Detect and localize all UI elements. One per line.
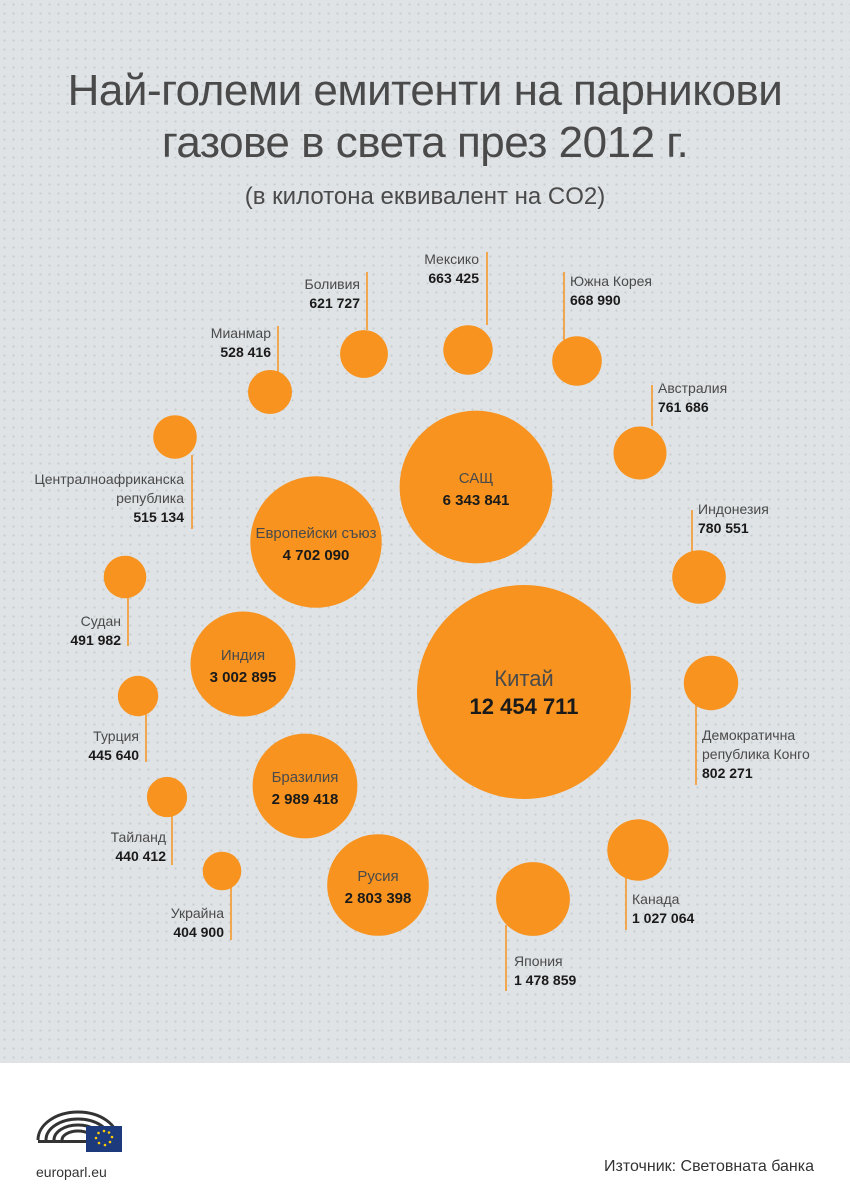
label-name-braziliya: Бразилия — [272, 769, 339, 786]
label-value-braziliya: 2 989 418 — [272, 791, 339, 808]
label-name-tayland: Тайланд — [111, 829, 166, 845]
label-name-avstraliya: Австралия — [658, 380, 727, 396]
chart-title-line-1: Най-големи емитенти на парникови — [67, 66, 783, 115]
label-value-turtsiya: 445 640 — [88, 747, 139, 763]
label-name-yaponiya: Япония — [514, 953, 563, 969]
label-name-turtsiya: Турция — [93, 728, 139, 744]
label-value-yaponiya: 1 478 859 — [514, 972, 576, 988]
bubble-meksiko — [443, 325, 493, 375]
label-value-tayland: 440 412 — [115, 848, 166, 864]
label-name-kitay: Китай — [494, 666, 553, 691]
label-value-indoneziya: 780 551 — [698, 520, 749, 536]
bubble-mianmar — [248, 370, 292, 414]
label-name-yuzhna-koreya: Южна Корея — [570, 273, 652, 289]
label-name-tsentralnoafrikanska-republika: Централноафриканска република — [34, 471, 184, 506]
bubble-yaponiya — [496, 862, 570, 936]
bubble-sudan — [103, 555, 147, 599]
bubble-turtsiya — [117, 675, 159, 717]
label-name-sasht: САЩ — [459, 470, 494, 487]
label-value-sasht: 6 343 841 — [443, 492, 510, 509]
label-value-sudan: 491 982 — [70, 632, 121, 648]
bubble-tayland — [146, 776, 188, 818]
label-name-rusiya: Русия — [357, 868, 398, 885]
bubble-avstraliya — [613, 426, 667, 480]
bubble-braziliya — [252, 733, 358, 839]
bubble-boliviya — [340, 330, 388, 378]
label-name-indiya: Индия — [221, 647, 265, 664]
label-name-demokratichna-republika-kongo: Демократична републикa Конго — [702, 727, 810, 762]
label-value-rusiya: 2 803 398 — [345, 890, 412, 907]
bubble-kitay — [417, 585, 631, 799]
label-name-sudan: Судан — [81, 613, 121, 629]
chart-title-line-2: газове в света през 2012 г. — [161, 118, 689, 167]
bubble-sasht — [399, 410, 553, 564]
bubble-indiya — [190, 611, 296, 717]
bubble-yuzhna-koreya — [552, 336, 602, 386]
label-name-boliviya: Боливия — [305, 276, 361, 292]
label-value-kitay: 12 454 711 — [470, 694, 579, 719]
parliament-logo-icon — [36, 1110, 122, 1152]
label-value-tsentralnoafrikanska-republika: 515 134 — [133, 509, 184, 525]
label-name-meksiko: Мексико — [424, 251, 479, 267]
label-value-mianmar: 528 416 — [220, 344, 271, 360]
bubble-indoneziya — [672, 550, 726, 604]
label-name-kanada: Канада — [632, 891, 680, 907]
bubble-chart: Китай 12 454 711 САЩ 6 343 841 Европейски съ… — [34, 251, 810, 991]
footer — [0, 1063, 850, 1200]
bubble-ukrayna — [202, 851, 242, 891]
label-value-ukrayna: 404 900 — [173, 924, 224, 940]
label-value-meksiko: 663 425 — [428, 270, 479, 286]
label-value-avstraliya: 761 686 — [658, 399, 709, 415]
label-value-indiya: 3 002 895 — [210, 669, 277, 686]
bubble-demokratichna-republika-kongo — [683, 655, 739, 711]
bubble-kanada — [607, 819, 669, 881]
label-value-kanada: 1 027 064 — [632, 910, 694, 926]
label-name-evropeyski-sayuz: Европейски съюз — [255, 525, 376, 542]
bubble-evropeyski-sayuz — [250, 476, 382, 608]
site-url: europarl.eu — [36, 1164, 107, 1180]
chart-subtitle: (в килотона еквивалент на CO2) — [244, 183, 606, 210]
label-value-yuzhna-koreya: 668 990 — [570, 292, 621, 308]
label-value-evropeyski-sayuz: 4 702 090 — [283, 547, 350, 564]
label-name-ukrayna: Украйна — [171, 905, 225, 921]
label-value-demokratichna-republika-kongo: 802 271 — [702, 765, 753, 781]
label-name-indoneziya: Индонезия — [698, 501, 769, 517]
label-value-boliviya: 621 727 — [309, 295, 360, 311]
bubble-rusiya — [327, 834, 429, 936]
source-note: Източник: Световната банка — [604, 1158, 814, 1175]
label-name-mianmar: Мианмар — [211, 325, 271, 341]
bubble-tsentralnoafrikanska-republika — [153, 415, 197, 459]
